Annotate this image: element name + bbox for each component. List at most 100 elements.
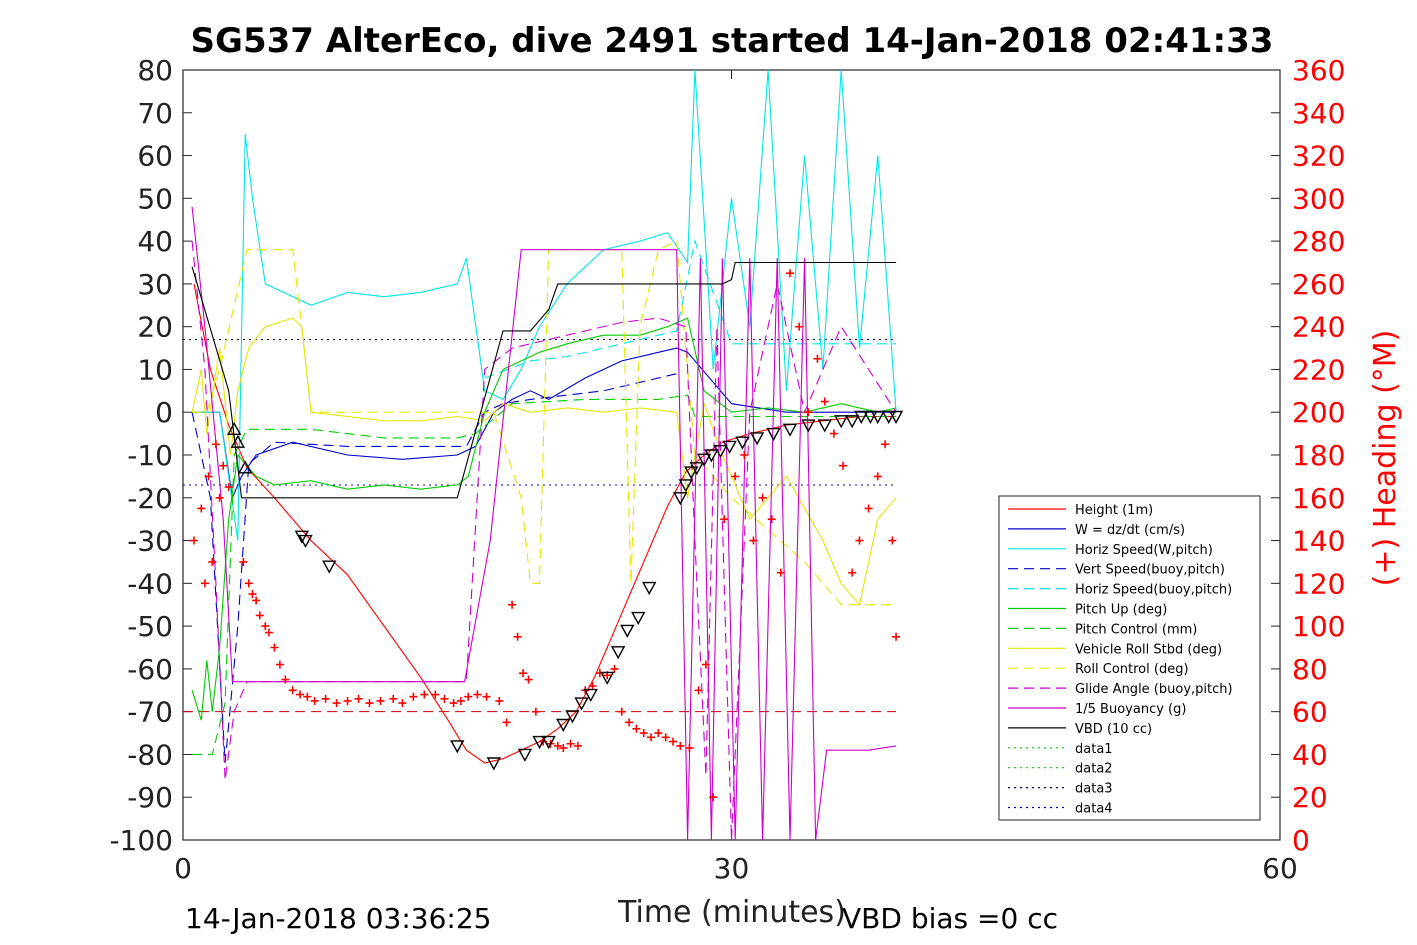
right-tick-label: 100 bbox=[1292, 610, 1345, 643]
heading-marker bbox=[776, 568, 785, 577]
right-tick-label: 280 bbox=[1292, 225, 1345, 258]
right-tick-label: 260 bbox=[1292, 268, 1345, 301]
right-axis-label: (+) Heading (°M) bbox=[1368, 330, 1403, 587]
right-tick-label: 240 bbox=[1292, 311, 1345, 344]
heading-marker bbox=[204, 472, 213, 481]
legend-label: Roll Control (deg) bbox=[1075, 662, 1189, 677]
series-horiz-speed-buoy-pitch bbox=[484, 239, 897, 379]
right-tick-label: 40 bbox=[1292, 738, 1328, 771]
right-tick-label: 220 bbox=[1292, 353, 1345, 386]
triangle-marker bbox=[673, 492, 688, 506]
heading-marker bbox=[343, 696, 352, 705]
legend-label: data4 bbox=[1075, 802, 1113, 817]
heading-marker bbox=[197, 504, 206, 513]
triangle-marker bbox=[517, 748, 533, 762]
heading-marker bbox=[647, 733, 656, 742]
left-tick-label: -70 bbox=[127, 696, 173, 729]
series-glide-angle-buoy-pitch bbox=[191, 241, 897, 841]
triangle-marker bbox=[322, 560, 337, 574]
heading-marker bbox=[553, 741, 562, 750]
series-roll-control-deg bbox=[192, 240, 897, 606]
heading-marker bbox=[740, 451, 749, 459]
heading-marker bbox=[261, 622, 270, 631]
heading-markers bbox=[189, 269, 901, 802]
right-tick-label: 300 bbox=[1292, 182, 1345, 215]
x-tick-label: 0 bbox=[174, 852, 192, 885]
heading-marker bbox=[264, 628, 273, 637]
left-tick-label: -80 bbox=[127, 738, 173, 771]
legend-label: Height (1m) bbox=[1075, 503, 1153, 518]
right-tick-label: 80 bbox=[1292, 653, 1328, 686]
legend-label: Horiz Speed(W,pitch) bbox=[1075, 543, 1213, 558]
heading-marker bbox=[617, 707, 626, 716]
heading-marker bbox=[288, 686, 297, 695]
right-tick-label: 360 bbox=[1292, 54, 1345, 87]
heading-marker bbox=[513, 632, 522, 641]
heading-marker bbox=[829, 429, 838, 438]
left-tick-label: 10 bbox=[137, 353, 173, 386]
heading-marker bbox=[502, 718, 511, 727]
triangle-marker bbox=[532, 735, 547, 750]
triangle-marker bbox=[678, 479, 693, 493]
left-tick-label: 40 bbox=[137, 225, 173, 258]
heading-marker bbox=[365, 699, 374, 708]
heading-marker bbox=[855, 536, 864, 545]
legend-label: Vert Speed(buoy,pitch) bbox=[1075, 563, 1225, 578]
legend-label: 1/5 Buoyancy (g) bbox=[1075, 702, 1186, 717]
heading-marker bbox=[248, 590, 257, 599]
triangle-marker bbox=[599, 671, 615, 685]
heading-marker bbox=[449, 699, 458, 708]
heading-marker bbox=[321, 694, 330, 703]
triangle-marker bbox=[844, 415, 860, 429]
heading-marker bbox=[464, 692, 473, 701]
triangle-marker bbox=[620, 624, 635, 638]
right-tick-label: 180 bbox=[1292, 439, 1345, 472]
heading-marker bbox=[296, 690, 305, 699]
heading-marker bbox=[456, 696, 465, 705]
triangle-marker bbox=[766, 427, 781, 442]
triangle-marker bbox=[801, 419, 816, 433]
heading-marker bbox=[595, 669, 604, 678]
heading-marker bbox=[813, 354, 822, 363]
triangle-marker bbox=[722, 440, 737, 454]
left-tick-label: 50 bbox=[137, 182, 173, 215]
heading-marker bbox=[473, 690, 482, 699]
footer-vbd-bias: VBD bias =0 cc bbox=[842, 902, 1058, 935]
triangle-marker bbox=[782, 423, 798, 437]
heading-marker bbox=[275, 660, 284, 669]
heading-marker bbox=[431, 690, 440, 699]
series-vert-speed-buoy-pitch bbox=[191, 373, 677, 764]
triangle-marker bbox=[294, 530, 310, 544]
heading-marker bbox=[758, 493, 767, 502]
triangle-marker bbox=[565, 710, 580, 724]
heading-marker bbox=[566, 739, 575, 748]
right-tick-label: 200 bbox=[1292, 396, 1345, 429]
footer-timestamp: 14-Jan-2018 03:36:25 bbox=[185, 902, 491, 935]
heading-marker bbox=[440, 694, 449, 703]
heading-marker bbox=[701, 660, 710, 669]
triangle-marker bbox=[881, 410, 896, 424]
triangle-marker bbox=[834, 415, 849, 429]
heading-marker bbox=[676, 741, 685, 750]
triangle-marker bbox=[227, 421, 242, 436]
heading-marker bbox=[804, 408, 813, 417]
heading-marker bbox=[573, 741, 582, 750]
left-axis-ticks: 80 70 60 50 40 30 20 10 0 -10 -20 -30 -40 -50 -60 -70 -8… bbox=[109, 54, 192, 857]
left-tick-label: -60 bbox=[127, 653, 173, 686]
heading-marker bbox=[508, 600, 517, 609]
triangle-marker bbox=[870, 410, 885, 424]
x-tick-label: 30 bbox=[714, 852, 750, 885]
right-axis-ticks: 3603403203002802602402202001801601401201… bbox=[1271, 54, 1345, 857]
legend-label: data2 bbox=[1075, 762, 1113, 777]
triangle-marker bbox=[854, 410, 869, 424]
left-tick-label: -30 bbox=[127, 525, 173, 558]
heading-marker bbox=[820, 397, 829, 406]
right-tick-label: 120 bbox=[1292, 567, 1345, 600]
right-tick-label: 0 bbox=[1292, 824, 1310, 857]
left-tick-label: 80 bbox=[137, 54, 173, 87]
legend-box bbox=[998, 495, 1261, 821]
heading-marker bbox=[255, 611, 264, 620]
right-tick-label: 60 bbox=[1292, 696, 1328, 729]
series-horiz-speed-w-pitch bbox=[192, 69, 897, 541]
